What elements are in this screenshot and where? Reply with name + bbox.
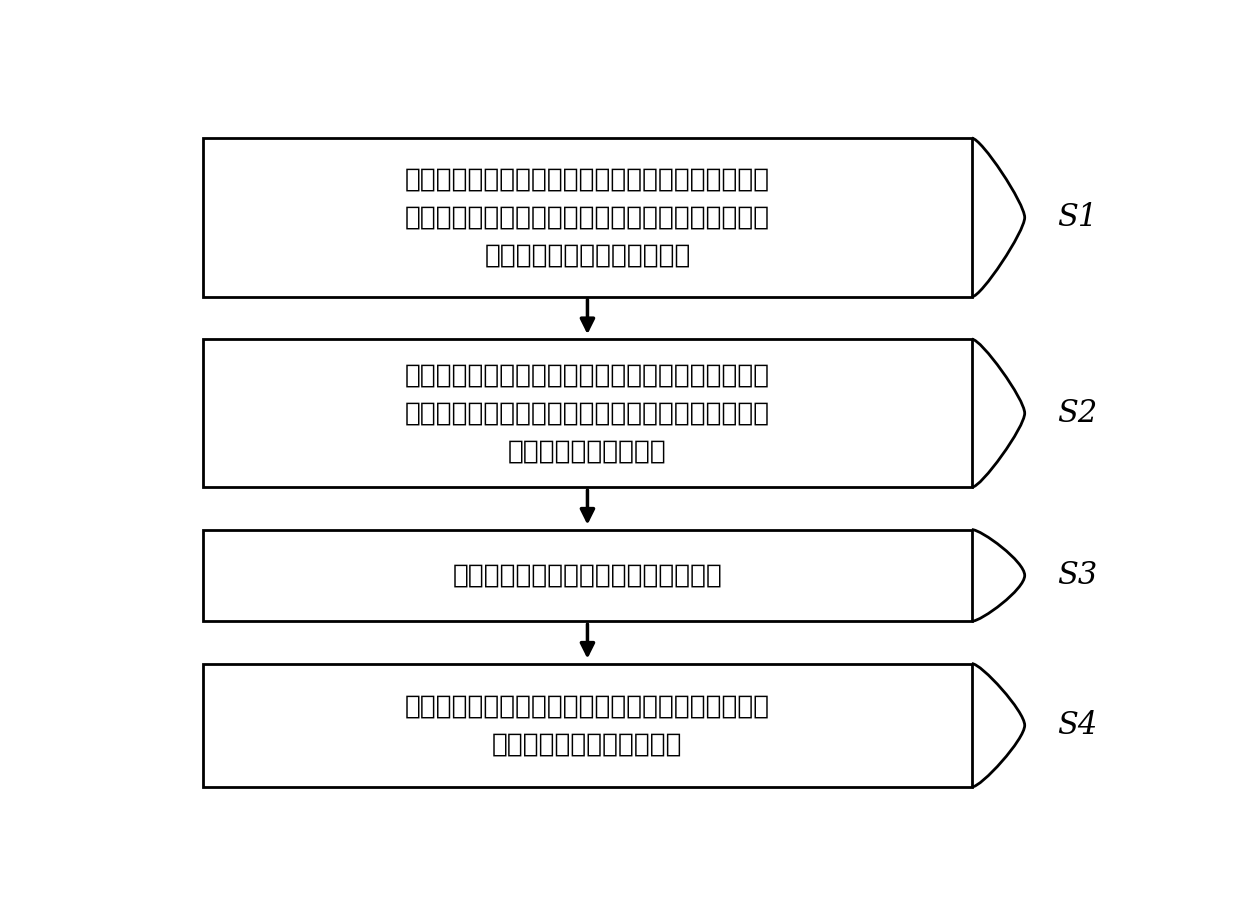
FancyBboxPatch shape: [203, 339, 972, 487]
FancyBboxPatch shape: [203, 663, 972, 787]
Text: S1: S1: [1058, 202, 1097, 233]
Text: S2: S2: [1058, 398, 1097, 429]
FancyBboxPatch shape: [203, 529, 972, 621]
Text: 提供半导体基底，所述半导体基底具有位于晶圆边缘
的边缘区，以及位于所述边缘区最外侧的晶边区，所
述半导体基底上形成有介质层: 提供半导体基底，所述半导体基底具有位于晶圆边缘 的边缘区，以及位于所述边缘区最外…: [405, 167, 770, 268]
Text: 以及在所述有机物的阻挡下，去除所述边缘区的淀积
粘合材料和部分所述介质层: 以及在所述有机物的阻挡下，去除所述边缘区的淀积 粘合材料和部分所述介质层: [405, 693, 770, 758]
FancyBboxPatch shape: [203, 138, 972, 297]
Text: 在所述介质层上形成金属互联结构和淀积粘合材料，
对金属互联结构和淀积粘合材料进行平坦化操作，停
止在所述介质层上表面: 在所述介质层上形成金属互联结构和淀积粘合材料， 对金属互联结构和淀积粘合材料进行…: [405, 362, 770, 464]
Text: S3: S3: [1058, 560, 1097, 591]
Text: 在所述晶边区的介质层表面淀积有机物: 在所述晶边区的介质层表面淀积有机物: [453, 562, 723, 588]
Text: S4: S4: [1058, 710, 1097, 741]
